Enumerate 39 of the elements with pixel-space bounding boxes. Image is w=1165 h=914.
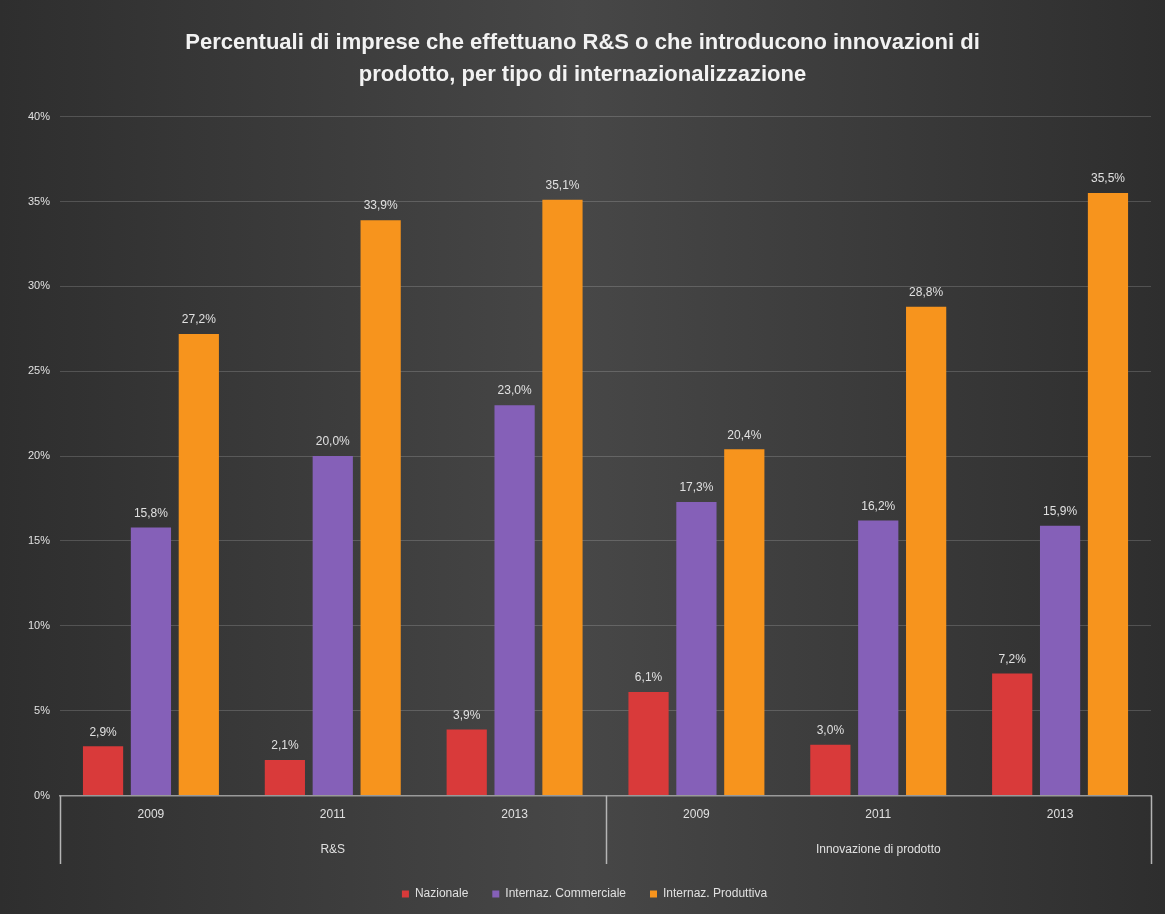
y-tick-label: 40% (27, 109, 51, 122)
text: R&S (320, 842, 346, 857)
data-label: 16,2% (861, 498, 896, 513)
data-label: 20,4% (727, 427, 762, 442)
y-tick-label: 15% (27, 534, 51, 547)
legend-label: Internaz. Produttiva (663, 886, 768, 901)
y-tick-label: 30% (27, 279, 51, 292)
legend-label: Nazionale (414, 886, 469, 901)
data-label: 7,2% (998, 651, 1027, 666)
data-label: 17,3% (679, 480, 714, 495)
data-label: 35,1% (545, 178, 580, 193)
chart-title: Percentuali di imprese che effettuano R&S o che introducono innovazioni di prodotto, per tipo di internazionalizzazione (184, 28, 981, 88)
y-tick-label: 0% (34, 788, 51, 801)
data-label: 2,1% (271, 738, 299, 753)
data-label: 6,1% (634, 670, 663, 685)
y-tick-label: 20% (27, 449, 51, 462)
data-label: 27,2% (181, 312, 217, 327)
data-label: 33,9% (363, 198, 398, 213)
y-tick-label: 10% (27, 618, 51, 631)
x-tick-label: 2013 (1046, 807, 1074, 822)
x-tick-label: 2011 (865, 807, 892, 822)
legend-label: Internaz. Commerciale (505, 886, 627, 901)
data-label: 35,5% (1090, 171, 1126, 186)
x-tick-label: 2009 (137, 807, 165, 822)
x-tick-label: 2013 (501, 807, 529, 822)
data-label: 3,0% (816, 722, 845, 737)
data-label: 28,8% (909, 285, 944, 300)
data-label: 15,9% (1043, 504, 1078, 519)
x-tick-label: 2009 (683, 807, 711, 822)
x-tick-label: 2011 (319, 807, 346, 822)
data-label: 3,9% (453, 707, 481, 722)
y-tick-label: 5% (34, 703, 51, 716)
text: Innovazione di prodotto (815, 842, 941, 857)
data-label: 23,0% (497, 383, 532, 398)
data-label: 15,8% (133, 505, 169, 520)
data-label: 20,0% (315, 434, 351, 449)
y-tick-label: 25% (27, 364, 51, 377)
data-label: 2,9% (89, 724, 118, 739)
y-tick-label: 35% (27, 194, 51, 207)
